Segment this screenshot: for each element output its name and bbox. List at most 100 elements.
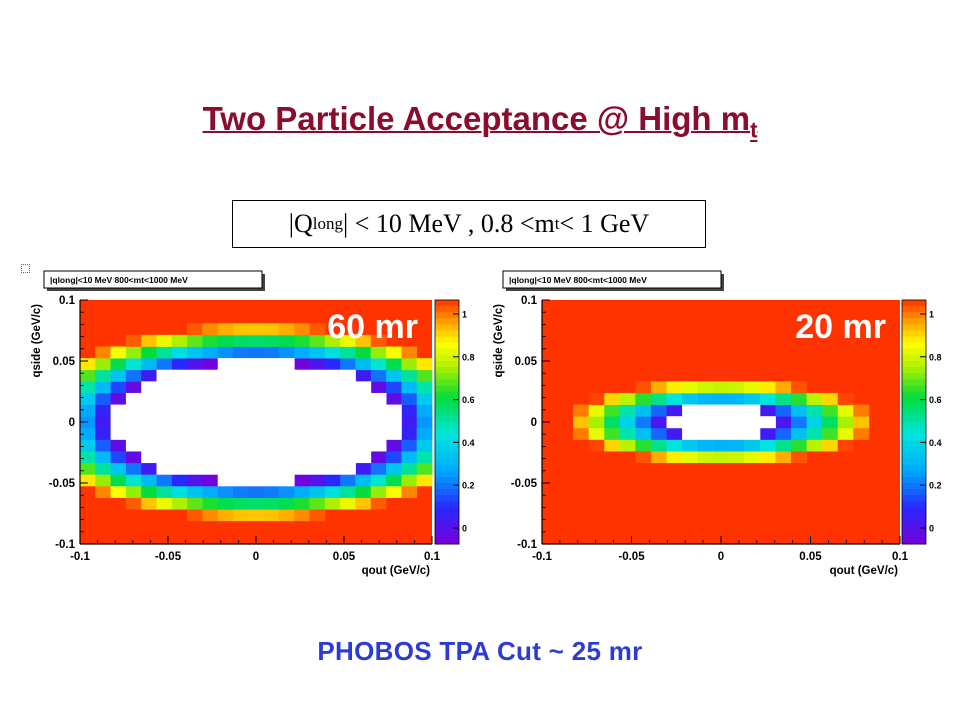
- heatmap-cell: [713, 439, 730, 452]
- colorbar-segment: [435, 354, 459, 362]
- heatmap-cell: [619, 392, 636, 405]
- empty-bin: [728, 404, 745, 417]
- heatmap-cell: [141, 346, 157, 359]
- heatmap-cell: [837, 439, 854, 452]
- empty-bin: [233, 474, 249, 487]
- x-tick-label: 0: [718, 551, 724, 563]
- heatmap-cell: [604, 416, 621, 429]
- empty-bin: [263, 381, 280, 394]
- empty-bin: [156, 462, 173, 475]
- heatmap-cell: [806, 392, 823, 405]
- heatmap-cell: [263, 509, 280, 522]
- colorbar-segment: [435, 415, 459, 423]
- heatmap-cell: [682, 392, 699, 405]
- colorbar-tick-label: 1: [462, 310, 467, 320]
- colorbar-tick-label: 0: [462, 524, 467, 534]
- heatmap-cell: [650, 381, 667, 394]
- empty-bin: [309, 416, 326, 429]
- empty-bin: [370, 416, 387, 429]
- colorbar-segment: [902, 385, 926, 392]
- heatmap-cell: [187, 497, 203, 510]
- heatmap-cell: [309, 474, 326, 487]
- heatmap-cell: [416, 358, 433, 371]
- heatmap-cell: [355, 462, 372, 475]
- heatmap-cell: [202, 346, 219, 359]
- empty-bin: [324, 439, 341, 452]
- heatmap-cell: [791, 427, 808, 440]
- heatmap-cell: [95, 392, 112, 405]
- empty-bin: [171, 369, 188, 382]
- empty-bin: [278, 427, 295, 440]
- empty-bin: [278, 474, 295, 487]
- heatmap-cell: [775, 416, 792, 429]
- colorbar-segment: [435, 434, 459, 441]
- heatmap-cell: [95, 346, 112, 359]
- colorbar-segment: [435, 507, 459, 514]
- heatmap-cell: [416, 392, 433, 405]
- empty-bin: [386, 404, 402, 417]
- heatmap-cell: [263, 497, 280, 510]
- empty-bin: [141, 439, 157, 452]
- heatmap-cell: [791, 404, 808, 417]
- heatmap-cell: [635, 381, 652, 394]
- empty-bin: [110, 416, 127, 429]
- empty-bin: [263, 451, 280, 464]
- panel-label-box: [502, 270, 722, 289]
- empty-bin: [233, 439, 249, 452]
- empty-bin: [125, 404, 142, 417]
- empty-bin: [340, 416, 356, 429]
- colorbar-segment: [902, 446, 926, 453]
- colorbar-segment: [902, 513, 926, 521]
- heatmap-cell: [187, 474, 203, 487]
- empty-bin: [110, 427, 127, 440]
- colorbar-segment: [902, 519, 926, 527]
- empty-bin: [187, 404, 203, 417]
- placeholder-square-icon: [21, 264, 30, 273]
- colorbar-tick-label: 0.2: [462, 481, 475, 491]
- heatmap-cell: [233, 346, 249, 359]
- heatmap-cell: [666, 392, 683, 405]
- empty-bin: [233, 451, 249, 464]
- heatmap-cell: [416, 462, 433, 475]
- x-tick-label: 0.05: [799, 551, 822, 563]
- colorbar-segment: [435, 525, 459, 533]
- empty-bin: [248, 474, 265, 487]
- heatmap-cell: [110, 392, 127, 405]
- empty-bin: [248, 427, 265, 440]
- empty-bin: [355, 427, 372, 440]
- heatmap-cell: [635, 439, 652, 452]
- heatmap-cell: [309, 358, 326, 371]
- heatmap-cell: [309, 497, 326, 510]
- empty-bin: [141, 416, 157, 429]
- heatmap-cell: [156, 346, 173, 359]
- colorbar-segment: [902, 422, 926, 429]
- heatmap-cell: [141, 358, 157, 371]
- empty-bin: [340, 427, 356, 440]
- empty-bin: [217, 381, 234, 394]
- colorbar-segment: [902, 531, 926, 539]
- empty-bin: [355, 439, 372, 452]
- empty-bin: [156, 381, 173, 394]
- empty-bin: [141, 427, 157, 440]
- heatmap-cell: [386, 474, 402, 487]
- colorbar-segment: [902, 367, 926, 374]
- heatmap-cell: [744, 381, 761, 394]
- empty-bin: [202, 381, 219, 394]
- x-tick-label: -0.05: [618, 551, 645, 563]
- heatmap-cell: [355, 369, 372, 382]
- x-tick-label: 0.05: [333, 551, 356, 563]
- heatmap-cell: [202, 334, 219, 347]
- empty-bin: [202, 439, 219, 452]
- heatmap-cell: [370, 334, 387, 347]
- empty-bin: [248, 404, 265, 417]
- colorbar-tick-label: 1: [929, 310, 934, 320]
- colorbar-segment: [435, 470, 459, 478]
- heatmap-cell: [202, 474, 219, 487]
- colorbar-segment: [902, 537, 926, 545]
- empty-bin: [202, 427, 219, 440]
- empty-bin: [217, 358, 234, 371]
- heatmap-cell: [728, 392, 745, 405]
- heatmap-cell: [355, 358, 372, 371]
- colorbar-segment: [435, 476, 459, 484]
- empty-bin: [309, 462, 326, 475]
